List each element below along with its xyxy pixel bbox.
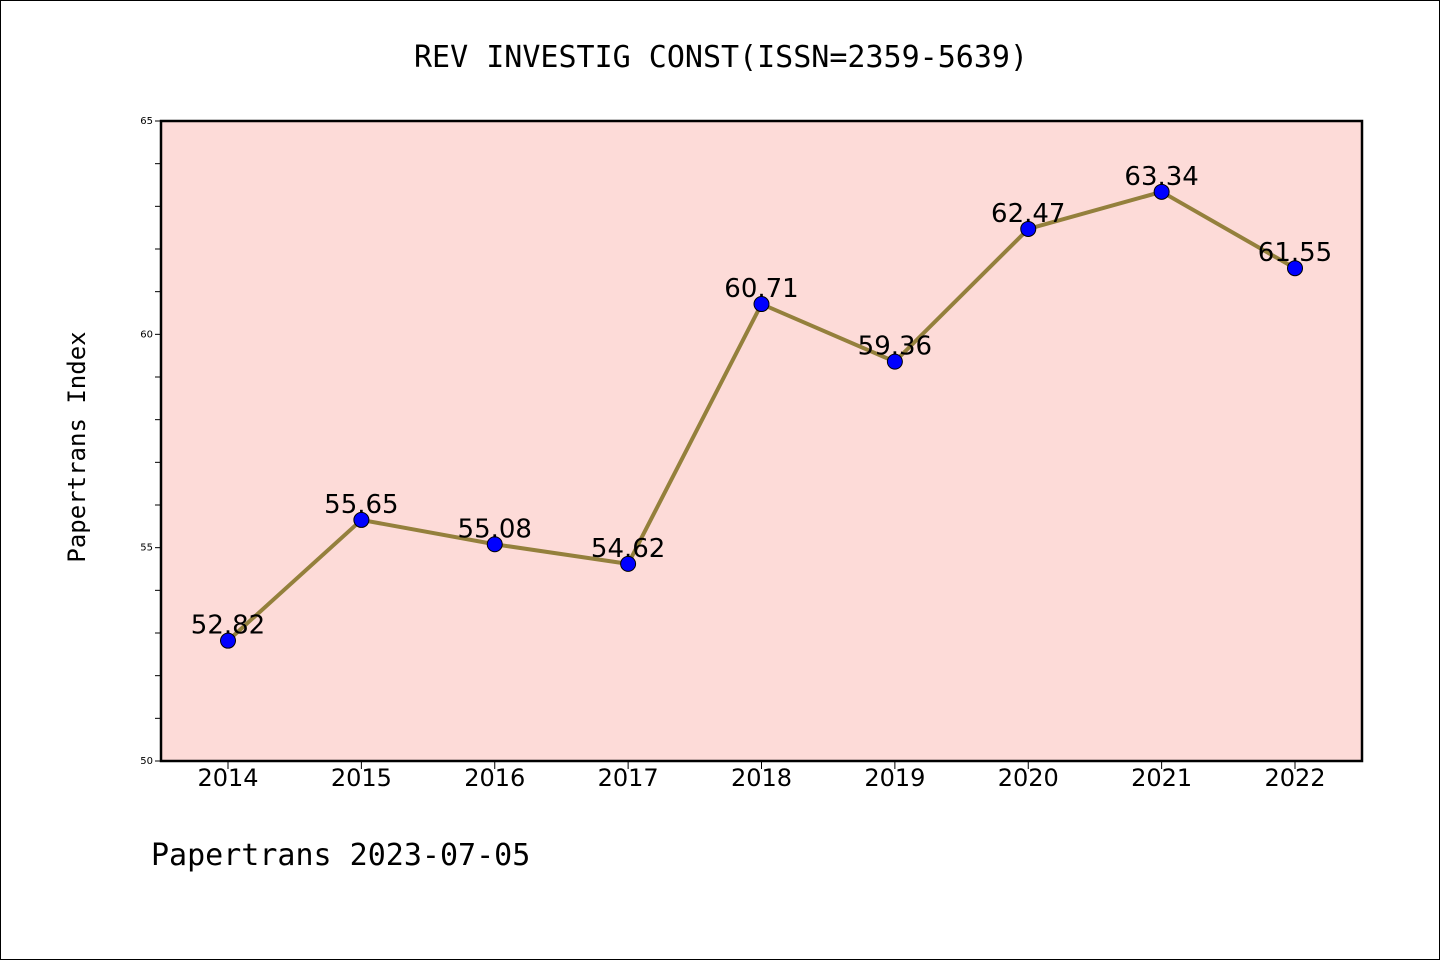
- y-axis: 50 55 60 65: [140, 116, 161, 767]
- data-point: [1153, 183, 1170, 200]
- data-label: 60.71: [724, 274, 798, 304]
- data-point: [353, 511, 370, 528]
- x-axis: 2014 2015 2016 2017 2018 2019 2020 2021 2022: [197, 761, 1326, 792]
- x-tick-label: 2016: [464, 764, 525, 792]
- chart-title: REV INVESTIG CONST(ISSN=2359-5639): [414, 40, 1028, 75]
- data-label: 54.62: [591, 534, 665, 564]
- y-tick-label: 50: [140, 756, 153, 767]
- x-tick-label: 2014: [197, 764, 258, 792]
- data-point: [1020, 220, 1037, 237]
- y-axis-label: Papertrans Index: [63, 331, 91, 562]
- data-label: 55.65: [324, 490, 398, 520]
- data-point: [1287, 260, 1303, 277]
- data-point: [753, 296, 770, 313]
- data-point: [220, 632, 236, 649]
- x-tick-label: 2022: [1264, 764, 1325, 792]
- data-point: [886, 353, 903, 370]
- data-series: 52.82 55.65 55.08 54.62 60.71 59.36 62.47 63.34…: [191, 162, 1332, 649]
- footer-text: Papertrans 2023-07-05: [151, 838, 530, 873]
- plot-area: [159, 119, 1364, 763]
- x-tick-label: 2021: [1131, 764, 1192, 792]
- data-point: [486, 536, 503, 553]
- y-tick-label: 60: [140, 329, 153, 340]
- data-label: 63.34: [1124, 162, 1198, 192]
- x-tick-label: 2018: [731, 764, 792, 792]
- data-point: [620, 555, 637, 572]
- y-tick-label: 55: [140, 543, 153, 554]
- x-tick-label: 2015: [331, 764, 392, 792]
- data-label: 52.82: [191, 611, 265, 641]
- data-label: 62.47: [991, 199, 1065, 229]
- y-tick-label: 65: [140, 116, 153, 127]
- data-label: 59.36: [858, 332, 932, 362]
- x-tick-label: 2020: [998, 764, 1059, 792]
- x-tick-label: 2019: [864, 764, 925, 792]
- x-tick-label: 2017: [598, 764, 659, 792]
- data-label: 61.55: [1258, 238, 1332, 268]
- data-label: 55.08: [458, 514, 532, 544]
